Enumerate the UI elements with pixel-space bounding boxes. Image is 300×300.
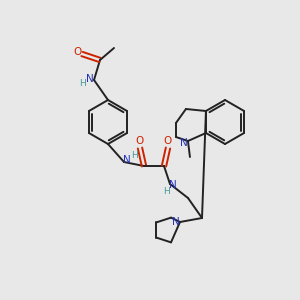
Text: N: N [123, 155, 131, 165]
Text: H: H [80, 79, 86, 88]
Text: H: H [163, 187, 170, 196]
Text: O: O [164, 136, 172, 146]
Text: N: N [180, 138, 188, 148]
Text: N: N [172, 217, 180, 227]
Text: O: O [136, 136, 144, 146]
Text: O: O [73, 47, 81, 57]
Text: H: H [130, 152, 137, 160]
Text: N: N [86, 74, 94, 84]
Text: N: N [169, 180, 177, 190]
